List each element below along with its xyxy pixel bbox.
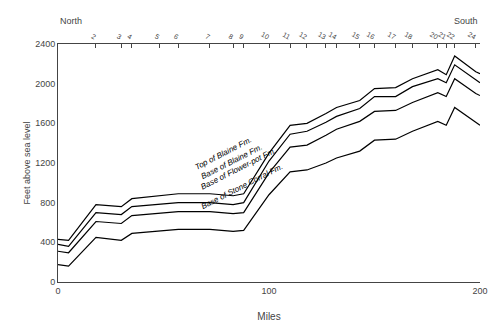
svg-text:2: 2 [90, 33, 97, 41]
svg-text:2000: 2000 [35, 79, 55, 89]
svg-text:North: North [60, 16, 82, 26]
svg-text:200: 200 [472, 286, 487, 296]
svg-text:17: 17 [387, 31, 397, 41]
svg-text:Miles: Miles [257, 311, 280, 322]
svg-text:Feet above sea level: Feet above sea level [22, 121, 32, 204]
svg-text:Base of Flower-pot Fm.: Base of Flower-pot Fm. [199, 146, 277, 192]
svg-text:15: 15 [351, 31, 361, 41]
svg-text:9: 9 [238, 33, 245, 41]
svg-text:100: 100 [261, 286, 276, 296]
svg-text:0: 0 [50, 277, 55, 287]
svg-text:6: 6 [173, 33, 180, 41]
svg-text:21: 21 [437, 31, 447, 41]
svg-text:South: South [454, 16, 478, 26]
svg-text:5: 5 [154, 33, 161, 41]
svg-text:4: 4 [126, 33, 133, 41]
svg-text:Base of Blaine Fm.: Base of Blaine Fm. [200, 142, 264, 181]
svg-text:400: 400 [40, 237, 55, 247]
svg-text:Top of Blaine Fm.: Top of Blaine Fm. [194, 135, 254, 171]
svg-text:22: 22 [446, 31, 456, 41]
svg-text:12: 12 [298, 31, 308, 41]
svg-text:11: 11 [282, 31, 292, 41]
svg-text:8: 8 [227, 33, 234, 41]
svg-text:16: 16 [365, 31, 375, 41]
svg-text:1200: 1200 [35, 158, 55, 168]
svg-text:2400: 2400 [35, 39, 55, 49]
svg-text:7: 7 [204, 33, 211, 41]
svg-text:18: 18 [403, 31, 413, 41]
svg-text:1600: 1600 [35, 118, 55, 128]
svg-text:13: 13 [317, 31, 327, 41]
svg-text:Base of Stone Corral Fm.: Base of Stone Corral Fm. [200, 162, 285, 211]
svg-text:14: 14 [328, 31, 338, 41]
svg-text:24: 24 [467, 31, 477, 41]
svg-text:3: 3 [116, 33, 123, 41]
svg-text:800: 800 [40, 198, 55, 208]
svg-text:0: 0 [55, 286, 60, 296]
svg-text:10: 10 [260, 31, 270, 41]
svg-text:20: 20 [429, 31, 439, 41]
